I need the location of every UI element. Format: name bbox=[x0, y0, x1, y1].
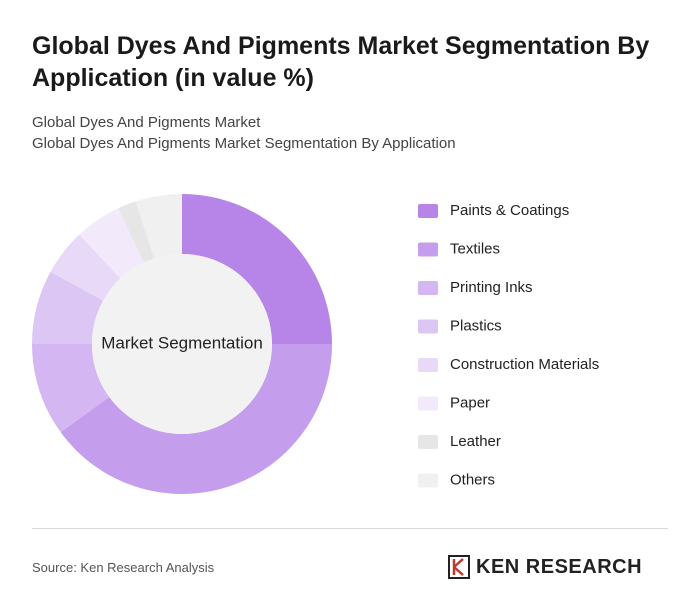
logo-icon bbox=[448, 555, 470, 579]
legend-swatch bbox=[418, 396, 438, 411]
legend-swatch bbox=[418, 204, 438, 218]
legend-label: Others bbox=[450, 471, 495, 488]
legend-swatch bbox=[418, 242, 438, 257]
legend-label: Paints & Coatings bbox=[450, 202, 569, 219]
subtitle: Global Dyes And Pigments Market bbox=[32, 114, 261, 131]
legend-label: Leather bbox=[450, 433, 501, 450]
donut-segment bbox=[60, 344, 332, 494]
legend-swatch bbox=[418, 281, 438, 295]
donut-segment bbox=[32, 344, 110, 433]
chart-title: Global Dyes And Pigments Market Segmenta… bbox=[32, 32, 650, 92]
donut-segment bbox=[182, 194, 332, 344]
donut-segment bbox=[32, 271, 104, 344]
legend-swatch bbox=[418, 319, 438, 334]
legend-label: Printing Inks bbox=[450, 279, 533, 296]
source: Source: Ken Research Analysis bbox=[32, 560, 215, 575]
legend-swatch bbox=[418, 358, 438, 372]
legend-label: Paper bbox=[450, 394, 490, 411]
subtitle: Global Dyes And Pigments Market Segmenta… bbox=[32, 135, 456, 152]
donut-segment bbox=[79, 208, 144, 279]
donut-segment bbox=[135, 194, 182, 259]
donut-segment bbox=[50, 234, 121, 301]
legend-label: Construction Materials bbox=[450, 356, 599, 373]
donut-segment bbox=[118, 201, 155, 263]
legend-label: Plastics bbox=[450, 317, 502, 334]
center-label: Market Segmentation bbox=[101, 333, 263, 352]
chart: Market Segmentation Paints & Coatings Text… bbox=[32, 194, 599, 494]
brand-name: KEN RESEARCH bbox=[476, 555, 643, 578]
legend-label: Textiles bbox=[450, 240, 500, 257]
brand-logo: KEN RESEARCH bbox=[448, 554, 642, 580]
donut-hole bbox=[92, 254, 272, 434]
legend-swatch bbox=[418, 473, 438, 488]
legend-swatch bbox=[418, 435, 438, 449]
divider bbox=[32, 528, 668, 529]
